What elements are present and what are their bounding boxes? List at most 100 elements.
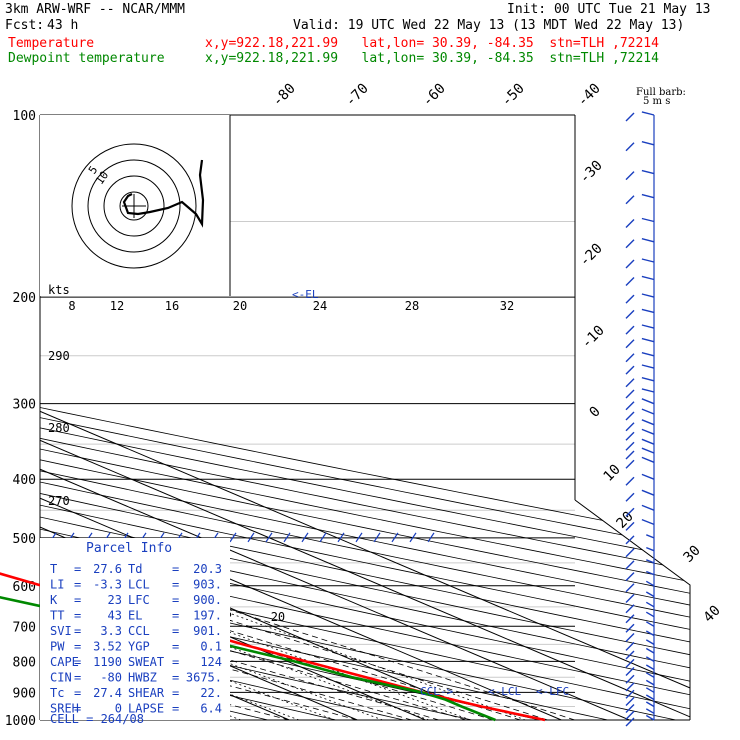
wind-barb: [641, 428, 655, 435]
parcel-equals: =: [74, 578, 81, 592]
parcel-param-name: CAPE: [50, 655, 79, 669]
parcel-param-value: 900.: [193, 593, 222, 607]
wind-barb: [641, 275, 655, 281]
moist-adiabat: [40, 296, 548, 720]
barb-scale-units: 5 m s: [643, 96, 670, 107]
wind-barb: [641, 293, 655, 298]
moist-adiabat: [40, 296, 440, 720]
hodograph-ring: [119, 191, 149, 221]
parcel-param-name: LI: [50, 578, 64, 592]
theta-label: 290: [48, 349, 70, 363]
isotherm-tick-label: 0: [587, 404, 604, 421]
wind-barb: [645, 708, 655, 714]
wind-barb: [646, 559, 655, 564]
wind-barb-flag: [625, 623, 635, 633]
level-wind-tick: [409, 532, 417, 543]
isotherm-tick-label: -30: [577, 158, 606, 187]
isotherm-tick-label: 10: [601, 462, 624, 485]
parcel-param-name: Tc: [50, 686, 64, 700]
wind-barb-flag: [625, 697, 635, 706]
theta-label: 270: [48, 494, 70, 508]
wind-barb-flag: [625, 492, 635, 502]
wind-barb-flag: [625, 689, 635, 699]
wind-barb-flag: [625, 325, 635, 335]
dry-adiabat: [40, 115, 690, 720]
parcel-param-name: Td: [128, 562, 142, 576]
parcel-info-title: Parcel Info: [86, 541, 172, 556]
wind-barb: [641, 217, 655, 223]
wind-barb: [645, 714, 655, 721]
pressure-tick-label: 400: [13, 473, 36, 488]
parcel-param-value: -80: [100, 671, 122, 685]
wind-barb-flag: [625, 195, 635, 205]
wind-barb: [641, 419, 655, 426]
speed-scale-label: 20: [233, 299, 247, 313]
wind-barb: [641, 111, 655, 116]
parcel-param-value: 124: [200, 655, 222, 669]
lfc-annotation: <-LFC: [536, 685, 569, 698]
wind-barb: [641, 324, 655, 329]
parcel-param-name: T: [50, 562, 57, 576]
valid-time: Valid: 19 UTC Wed 22 May 13 (13 MDT Wed …: [293, 18, 685, 33]
wind-barb: [641, 193, 655, 199]
hodograph-units: kts: [48, 283, 70, 297]
wind-barb-flag: [625, 594, 635, 603]
isotherm-tick-label: 30: [681, 543, 704, 566]
wind-barb: [641, 308, 655, 314]
parcel-param-name: SREH: [50, 702, 79, 716]
wind-barb: [641, 518, 655, 526]
parcel-param-name: LAPSE: [128, 702, 164, 716]
wind-barb: [641, 141, 655, 146]
wind-barb: [645, 694, 655, 701]
level-wind-tick: [301, 532, 309, 543]
dry-adiabat: [40, 115, 690, 720]
level-wind-tick: [391, 532, 399, 543]
wind-barb-flag: [625, 401, 635, 411]
wind-barb: [641, 398, 655, 405]
isotherm-tick-label: -80: [270, 81, 299, 110]
parcel-equals: =: [172, 655, 179, 669]
parcel-equals: =: [74, 562, 81, 576]
speed-scale-label: 24: [313, 299, 327, 313]
temperature-location: x,y=922.18,221.99 lat,lon= 30.39, -84.35…: [205, 36, 659, 51]
hodograph-trace: [122, 159, 205, 228]
parcel-param-value: 901.: [193, 624, 222, 638]
parcel-param-value: 3.52: [93, 640, 122, 654]
wind-barb: [641, 364, 655, 369]
mixing-ratio-label: 20: [271, 610, 285, 624]
parcel-param-name: SWEAT: [128, 655, 164, 669]
parcel-param-value: 43: [108, 609, 122, 623]
parcel-param-value: 3.3: [100, 624, 122, 638]
pressure-tick-label: 300: [13, 398, 36, 413]
wind-barb: [641, 388, 655, 393]
wind-barb-flag: [625, 521, 635, 531]
parcel-info-bg: [40, 538, 230, 720]
parcel-param-value: 6.4: [200, 702, 222, 716]
dry-adiabat: [40, 115, 690, 720]
pressure-tick-label: 700: [13, 620, 36, 635]
dry-adiabat: [40, 115, 690, 720]
dewpoint-legend: Dewpoint temperature: [8, 51, 165, 66]
wind-barb-flag: [625, 309, 635, 319]
parcel-param-name: CIN: [50, 671, 72, 685]
parcel-equals: =: [172, 686, 179, 700]
hodograph-ring: [87, 159, 181, 253]
wind-barb-layer: Full barb:5 m s: [49, 87, 686, 727]
wind-barb-flag: [625, 604, 635, 614]
parcel-param-value: 27.6: [93, 562, 122, 576]
wind-barb-flag: [625, 614, 635, 624]
isotherm-tick-label: -60: [420, 81, 449, 110]
wind-barb: [641, 352, 655, 357]
wind-barb-flag: [625, 507, 635, 517]
wind-barb: [641, 438, 655, 445]
parcel-param-name: YGP: [128, 640, 150, 654]
level-wind-tick: [427, 532, 435, 543]
isotherm-line: [40, 115, 690, 720]
wind-barb-flag: [625, 548, 635, 558]
wind-barb: [641, 377, 655, 382]
isotherm-tick-label: -40: [575, 81, 604, 110]
wind-barb-flag: [625, 667, 635, 676]
wind-barb-flag: [625, 142, 635, 152]
